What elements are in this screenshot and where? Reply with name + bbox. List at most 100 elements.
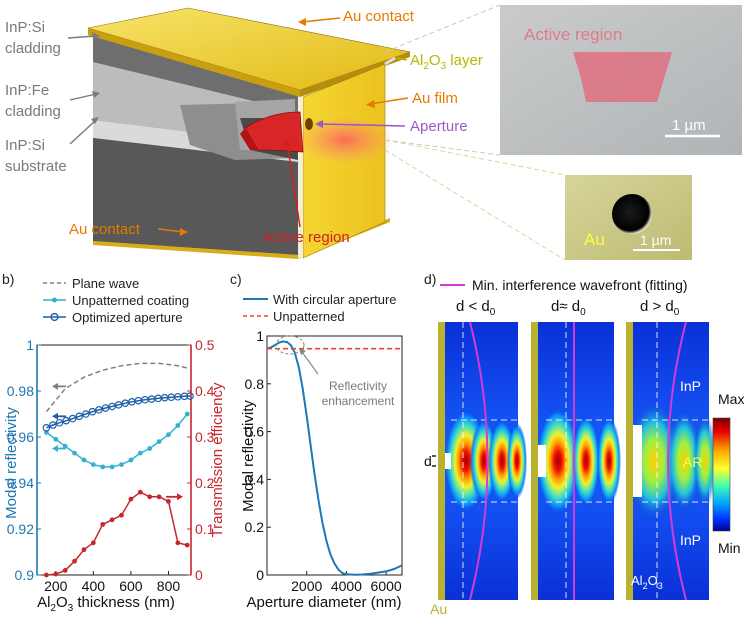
sem-top-label: Active region	[524, 25, 622, 44]
panel-b-ytick-right-label: 0	[195, 567, 203, 583]
label-al2o3-layer: Al2O3 layer	[410, 52, 483, 72]
emission-glow	[297, 116, 393, 164]
label-au-contact-top: Au contact	[343, 8, 415, 25]
series-line-3	[46, 491, 188, 576]
case-label-3: d > d0	[640, 298, 680, 318]
series-3-point	[166, 499, 171, 504]
panel-b-ytick-left-label: 0.96	[7, 429, 34, 445]
panel-c-series-0	[266, 340, 403, 576]
series-3-point	[53, 571, 59, 577]
label-au-contact-bottom: Au contact	[69, 221, 141, 238]
series-1-point	[81, 457, 87, 463]
legend-unpatterned: Unpatterned	[273, 309, 345, 324]
series-line-0	[45, 362, 188, 413]
series-2-point	[42, 423, 51, 432]
panel-c-legend: With circular aperture Unpatterned	[243, 292, 397, 324]
panel-b-ytick-right-label: 0.5	[195, 337, 215, 353]
panel-c-xtick-label: 2000	[291, 578, 322, 594]
label-al2o3-d: Al2O3	[631, 573, 663, 591]
series-1-point	[147, 446, 153, 451]
panel-b-label: b)	[2, 271, 14, 287]
sem-bottom-label: Au	[584, 230, 605, 249]
field-map-2	[531, 322, 621, 600]
legend-unpatterned-coating: Unpatterned coating	[72, 293, 189, 308]
panel-c-xlabel: Aperture diameter (nm)	[246, 594, 401, 611]
label-inp-si-substrate-1: InP:Si	[5, 137, 45, 154]
panel-b-axes-frame	[36, 344, 192, 576]
series-1-point	[156, 439, 162, 444]
panel-c-label: c)	[230, 271, 242, 287]
label-au-d: Au	[430, 601, 447, 617]
series-1-point	[100, 464, 106, 470]
series-3-point	[184, 542, 190, 548]
series-1-point	[184, 411, 190, 417]
field-map-3: InP AR InP Al2O3	[626, 321, 717, 601]
series-2-point	[62, 416, 70, 425]
panel-c-xtick-label: 6000	[371, 578, 402, 594]
series-3-point	[43, 572, 49, 578]
panel-b-ytick-left-label: 0.94	[7, 475, 34, 491]
series-1-point	[137, 450, 143, 456]
region-inp-bottom: InP	[680, 532, 701, 548]
series-3-point	[137, 489, 143, 495]
series-2-point	[95, 406, 103, 414]
label-active-region: Active region	[263, 229, 350, 246]
label-inp-si-substrate-2: substrate	[5, 158, 67, 175]
series-2-point	[68, 414, 77, 423]
series-2-point	[55, 418, 64, 427]
sem-top-scale: 1 µm	[672, 117, 706, 134]
colorbar-min: Min	[718, 540, 741, 556]
series-3-point	[119, 512, 124, 518]
series-1-point	[119, 462, 124, 467]
series-2-point	[88, 407, 97, 416]
region-inp-top: InP	[680, 378, 701, 394]
panel-b-ylabel-left: Modal reflectivity	[3, 407, 20, 519]
panel-a: a)	[5, 3, 742, 261]
legend-optimized-aperture: Optimized aperture	[72, 310, 183, 325]
label-inp-si-cladding-2: cladding	[5, 40, 61, 57]
panel-b-ylabel-right: Transmission efficiency	[209, 382, 226, 538]
series-1-point	[90, 462, 96, 467]
panel-b-ytick-right-label: 0.3	[195, 429, 215, 445]
series-1-point	[166, 432, 171, 438]
panel-d: d) Min. interference wavefront (fitting)…	[424, 271, 744, 617]
panel-c-ytick-label: 0	[256, 567, 264, 583]
axis-indicator-head-3	[177, 493, 183, 501]
panel-b-xtick-label: 800	[157, 578, 181, 594]
series-3-point	[109, 517, 115, 523]
series-3-point	[81, 547, 87, 553]
series-2-point	[49, 421, 57, 429]
panel-d-label: d)	[424, 271, 436, 287]
panel-c-plot: 2000 4000 6000 0 0.2 0.4 0.6 0.8 1	[245, 328, 403, 594]
series-3-point	[147, 494, 153, 500]
series-1-point	[53, 436, 59, 442]
field-map-1	[438, 321, 527, 601]
panel-b-ytick-right-label: 0.1	[195, 521, 215, 537]
series-line-1	[45, 413, 188, 468]
series-2-point	[186, 392, 194, 400]
panel-c: c) With circular aperture Unpatterned 20…	[230, 271, 403, 611]
panel-c-xtick-label: 4000	[331, 578, 362, 594]
legend-with-circular-aperture: With circular aperture	[273, 292, 397, 307]
series-3-point	[156, 494, 162, 500]
label-aperture: Aperture	[410, 118, 468, 135]
sem-image-aperture: Au 1 µm	[565, 175, 692, 260]
series-3-point	[175, 540, 181, 546]
series-line-2	[46, 395, 191, 429]
series-3-point	[72, 558, 77, 564]
panel-b-ytick-left-label: 0.9	[15, 567, 35, 583]
panel-b-ytick-left-label: 0.98	[7, 383, 34, 399]
panel-b-ytick-right-label: 0.2	[195, 475, 215, 491]
panel-c-ytick-label: 0.8	[245, 376, 265, 392]
series-1-point	[128, 457, 134, 463]
panel-b: b) Plane wave Unpatterned coating Optimi…	[2, 271, 226, 614]
sem-image-active-region: Active region 1 µm	[500, 5, 742, 155]
panel-b-xlabel: Al2O3 thickness (nm)	[37, 594, 175, 614]
panel-c-axes-frame	[266, 335, 403, 576]
enhancement-ellipse	[275, 335, 305, 355]
label-inp-fe-cladding-1: InP:Fe	[5, 82, 49, 99]
axis-indicator-head-0	[52, 382, 58, 390]
panel-b-xtick-label: 600	[119, 578, 143, 594]
series-3-point	[62, 568, 68, 573]
panel-c-ytick-label: 0.6	[245, 424, 265, 440]
